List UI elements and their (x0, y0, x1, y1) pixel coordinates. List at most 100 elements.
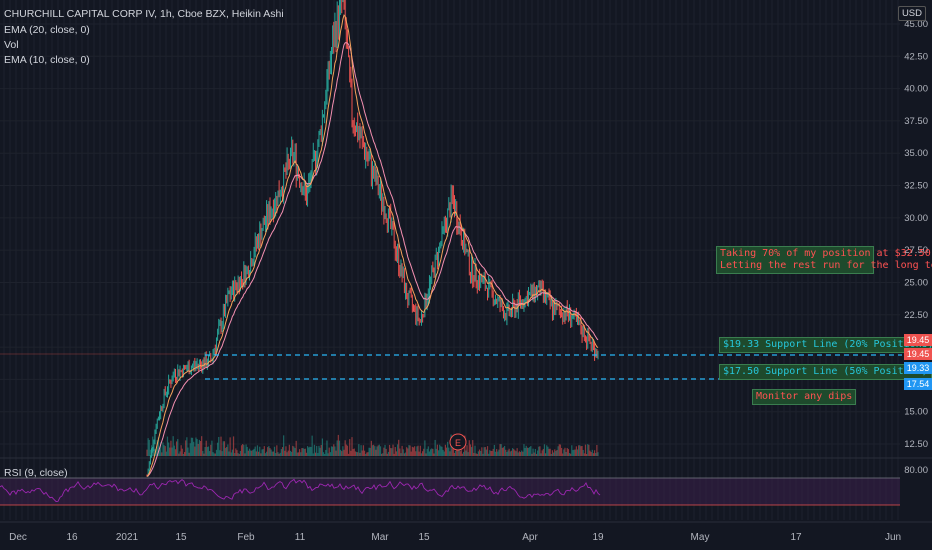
volume-bar (496, 449, 498, 456)
volume-bar (262, 449, 264, 456)
volume-bar (381, 453, 383, 456)
volume-bar (414, 446, 416, 456)
volume-bar (568, 453, 571, 456)
volume-bar (486, 446, 489, 456)
volume-bar (586, 453, 588, 456)
time-tick-label: 17 (790, 532, 802, 543)
volume-bar (434, 439, 436, 456)
volume-bar (265, 451, 268, 456)
volume-bar (178, 453, 180, 456)
volume-bar (555, 450, 557, 456)
volume-bar (327, 453, 329, 456)
volume-bar (164, 446, 166, 456)
volume-bar (171, 447, 173, 456)
volume-bar (312, 453, 314, 456)
volume-bar (160, 442, 162, 456)
volume-bar (484, 447, 486, 456)
volume-bar (206, 446, 208, 456)
volume-bar (234, 453, 236, 456)
volume-bar (275, 453, 277, 456)
volume-bar (180, 445, 182, 456)
volume-bar (583, 453, 585, 456)
volume-bar (488, 453, 490, 456)
volume-bar (483, 447, 485, 456)
volume-bar (221, 451, 223, 456)
volume-bar (351, 437, 353, 456)
volume-bar (258, 451, 260, 456)
volume-bar (253, 448, 255, 456)
support-note-1[interactable]: $19.33 Support Line (20% Positions) (719, 337, 932, 353)
volume-bar (209, 451, 211, 456)
volume-bar (284, 450, 286, 456)
volume-bar (156, 440, 158, 456)
volume-bar (309, 446, 311, 456)
volume-bar (481, 447, 483, 456)
volume-bar (558, 444, 560, 456)
volume-bar (382, 453, 384, 456)
volume-bar (336, 440, 338, 456)
volume-bar (473, 452, 475, 456)
volume-bar (452, 444, 454, 456)
support-note-2[interactable]: $17.50 Support Line (50% Position) (719, 364, 932, 380)
legend-ema10: EMA (10, close, 0) (4, 54, 90, 66)
volume-bar (163, 445, 165, 456)
monitor-note[interactable]: Monitor any dips (752, 389, 857, 405)
volume-bar (273, 446, 276, 456)
volume-bar (242, 444, 244, 456)
volume-bar (365, 453, 367, 456)
volume-bar (441, 446, 443, 456)
volume-bar (461, 453, 464, 456)
volume-bar (236, 450, 238, 456)
volume-bar (235, 448, 237, 456)
volume-bar (560, 447, 563, 456)
volume-bar (376, 446, 378, 456)
volume-bar (453, 452, 456, 456)
volume-bar (280, 449, 282, 456)
volume-bar (423, 448, 425, 456)
volume-bar (260, 453, 262, 456)
volume-bar (324, 453, 326, 456)
volume-bar (492, 448, 494, 456)
volume-bar (224, 447, 227, 456)
time-tick-label: Feb (237, 532, 255, 543)
volume-bar (518, 451, 521, 456)
volume-bar (153, 450, 155, 456)
price-tick-label: 25.00 (904, 277, 928, 288)
volume-bar (465, 450, 467, 456)
volume-bar (570, 453, 572, 456)
volume-bar (439, 444, 441, 456)
volume-bar (517, 452, 519, 456)
volume-bar (531, 453, 533, 456)
volume-bar (437, 450, 440, 456)
price-axis: 45.00 42.50 40.00 37.50 35.00 32.50 30.00 27.50… (904, 19, 928, 476)
legend-ema20: EMA (20, close, 0) (4, 24, 90, 36)
volume-bar (182, 453, 185, 456)
price-tick-label: 40.00 (904, 84, 928, 95)
volume-bar (565, 451, 567, 456)
volume-bar (456, 449, 458, 456)
volume-bar (557, 446, 559, 456)
currency-label[interactable]: USD (897, 6, 926, 21)
volume-bar (497, 451, 499, 456)
volume-bar (559, 444, 562, 456)
volume-bar (532, 448, 534, 456)
volume-bar (279, 452, 281, 456)
price-tick-label: 32.50 (904, 181, 928, 192)
volume-bar (407, 448, 409, 456)
time-tick-label: Apr (522, 532, 538, 543)
volume-bar (239, 450, 241, 456)
volume-bar (519, 452, 522, 456)
volume-bar (463, 451, 465, 456)
volume-bar (472, 440, 474, 456)
volume-bar (158, 449, 161, 456)
volume-bar (419, 445, 421, 456)
volume-bar (374, 446, 376, 456)
take-profit-note[interactable]: Taking 70% of my position at $32.50 Lett… (716, 246, 932, 274)
volume-bar (244, 453, 246, 456)
volume-bar (468, 440, 470, 456)
volume-bar (256, 445, 259, 456)
volume-bar (350, 450, 352, 456)
volume-bar (432, 448, 434, 456)
volume-bar (404, 452, 407, 456)
